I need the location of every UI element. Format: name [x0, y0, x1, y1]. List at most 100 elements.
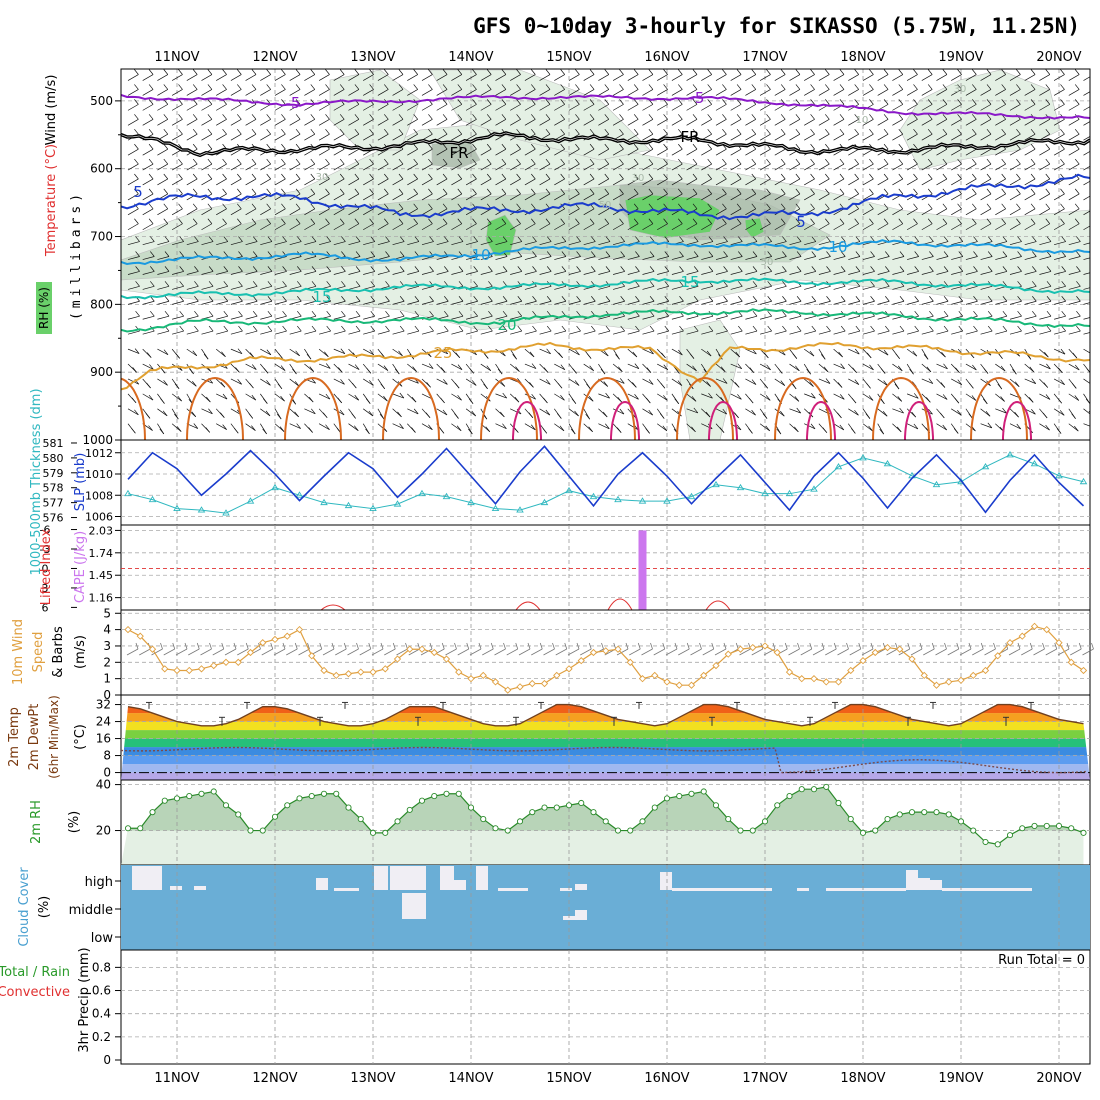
- wind-barb: [951, 89, 962, 96]
- wind-barb-flag: [972, 69, 977, 75]
- wind10m-barb: [518, 648, 531, 656]
- wind-barb-flag: [545, 143, 551, 150]
- wind-barb: [421, 104, 433, 111]
- wind-barb-flag: [223, 281, 229, 287]
- wind-barb-flag: [869, 84, 874, 90]
- wind-barb: [466, 300, 478, 305]
- wind-barb: [804, 118, 815, 126]
- wind-barb-flag: [899, 251, 905, 257]
- wind-barb: [730, 74, 742, 81]
- wind-barb-flag: [295, 218, 301, 224]
- wind-barb: [480, 271, 493, 275]
- wind-barb: [921, 300, 934, 305]
- wind-barb-flag: [708, 325, 714, 332]
- cape-grid: [121, 525, 1090, 610]
- wind-barb-flag: [472, 158, 477, 165]
- wind-barb-flag: [648, 84, 654, 90]
- wind-barb-flag: [852, 367, 857, 373]
- wind-barb: [568, 348, 580, 356]
- wind-barb: [318, 178, 330, 186]
- wind-barb-flag: [516, 143, 521, 150]
- thickness-point: [344, 501, 353, 509]
- wind-barb-flag: [591, 236, 596, 242]
- wind10m-barb-flag: [613, 642, 617, 650]
- wind-barb-flag: [810, 143, 815, 150]
- wind10m-barb-flag: [405, 642, 408, 650]
- wind-barb: [436, 133, 448, 141]
- wind-barb: [319, 330, 331, 335]
- wind-barb-flag: [483, 353, 489, 359]
- wind-barb-flag: [517, 325, 523, 332]
- wind-barb-flag: [354, 188, 360, 195]
- wind10m-barb: [139, 648, 151, 656]
- wind-barb-flag: [560, 128, 565, 135]
- wind-barb-flag: [633, 69, 639, 75]
- wind-barb-flag: [678, 188, 683, 195]
- wind-barb-flag: [179, 325, 184, 332]
- wind-barb-flag: [221, 351, 226, 357]
- wind-barb-flag: [826, 296, 831, 302]
- wind-barb-flag: [516, 114, 521, 120]
- wind-barb-flag: [428, 188, 433, 195]
- wind-barb: [172, 285, 184, 290]
- isotherm-10: [121, 239, 1090, 266]
- wind-barb: [657, 163, 668, 171]
- wind-barb-flag: [428, 143, 433, 150]
- wind10m-barb-flag: [478, 642, 482, 650]
- wind-barb-flag: [560, 218, 565, 224]
- wind-barb-flag: [281, 99, 286, 105]
- wind-barb-flag: [810, 423, 816, 430]
- wind-barb-flag: [369, 84, 374, 90]
- wind-barb-flag: [940, 382, 946, 388]
- wind-barb-flag: [1060, 203, 1065, 210]
- thickness-point: [687, 492, 696, 500]
- wind-barb-flag: [1030, 218, 1036, 224]
- wind-barb-flag: [751, 379, 757, 385]
- wind-barb-flag: [282, 296, 287, 302]
- wind-barb: [774, 300, 787, 305]
- wind-barb-flag: [751, 173, 757, 180]
- wind-tick-label: 5: [103, 606, 111, 620]
- wind10m-barb: [420, 648, 433, 656]
- wind-barb-flag: [546, 296, 552, 302]
- wind-barb-flag: [782, 251, 787, 257]
- wind-barb: [201, 408, 213, 415]
- wind-barb: [583, 148, 595, 156]
- wind-barb: [686, 271, 699, 275]
- wind-barb-flag: [208, 296, 214, 302]
- rh2m-point: [467, 804, 475, 811]
- wind-barb-flag: [942, 173, 948, 180]
- wind-barb-flag: [148, 128, 154, 135]
- wind-barb: [304, 408, 316, 415]
- wind-barb: [804, 241, 816, 246]
- wind-barb: [348, 208, 360, 216]
- wind-barb: [363, 74, 374, 81]
- wind-barb-flag: [927, 158, 933, 165]
- wind10m-barb-flag: [307, 642, 310, 650]
- wind-barb: [848, 104, 859, 111]
- rh2m-point: [847, 816, 854, 823]
- wind10m-barb: [298, 648, 310, 656]
- wind-barb-flag: [545, 84, 551, 90]
- wind-barb: [1039, 285, 1052, 290]
- wind-barb: [730, 300, 743, 305]
- wind-barb: [495, 74, 507, 81]
- wind-barb-flag: [764, 352, 769, 359]
- wind-barb: [642, 330, 655, 335]
- li-tick-label: 0: [42, 562, 49, 575]
- wind-barb: [392, 348, 403, 357]
- wind-barb-flag: [1030, 188, 1036, 195]
- wind-barb-flag: [501, 188, 507, 195]
- wind-barb: [921, 133, 933, 141]
- wind-barb-flag: [883, 69, 889, 75]
- wind10m-barb-flag: [331, 642, 335, 650]
- thickness-point: [148, 495, 157, 503]
- wind10m-point: [969, 671, 977, 680]
- wind-barb: [318, 363, 331, 369]
- wind-barb: [186, 118, 198, 126]
- temp2m-label-b: 2m DewPt: [27, 704, 42, 771]
- wind-barb: [539, 241, 552, 246]
- isotherm-5: [121, 173, 1090, 221]
- wind-barb-flag: [473, 281, 478, 287]
